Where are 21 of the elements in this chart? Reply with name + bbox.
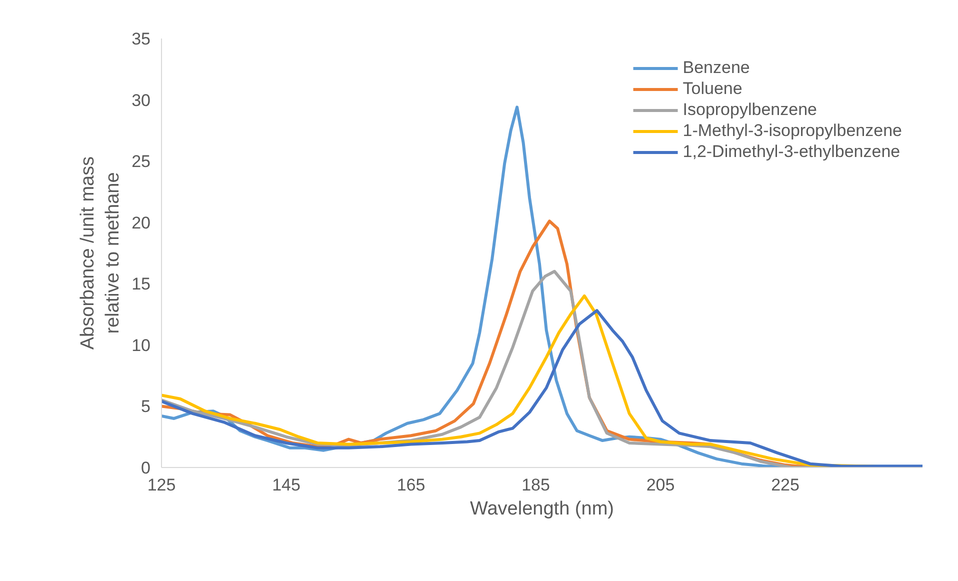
x-tick-label: 185: [522, 476, 550, 494]
y-tick-label: 15: [132, 274, 151, 294]
x-tick-label: 145: [272, 476, 300, 494]
x-axis-title: Wavelength (nm): [470, 498, 614, 520]
y-tick-label: 30: [132, 90, 151, 110]
y-tick-label: 35: [132, 30, 151, 48]
legend-label: Isopropylbenzene: [682, 100, 817, 120]
legend-label: Benzene: [682, 58, 750, 78]
y-tick-label: 25: [132, 152, 151, 172]
y-axis-title: Absorbance /unit mass relative to methane: [77, 156, 124, 350]
y-tick-label: 10: [132, 336, 151, 355]
legend-label: 1,2-Dimethyl-3-ethylbenzene: [682, 142, 900, 162]
y-tick-label: 20: [132, 213, 151, 232]
y-tick-label: 0: [141, 458, 151, 478]
legend-label: Toluene: [682, 79, 742, 99]
x-tick-label: 165: [396, 476, 426, 494]
legend-label: 1-Methyl-3-isopropylbenzene: [682, 121, 902, 141]
y-tick-label: 5: [141, 397, 151, 416]
x-tick-label: 225: [771, 476, 800, 494]
x-tick-label: 125: [147, 476, 176, 494]
x-tick-label: 205: [646, 476, 675, 494]
